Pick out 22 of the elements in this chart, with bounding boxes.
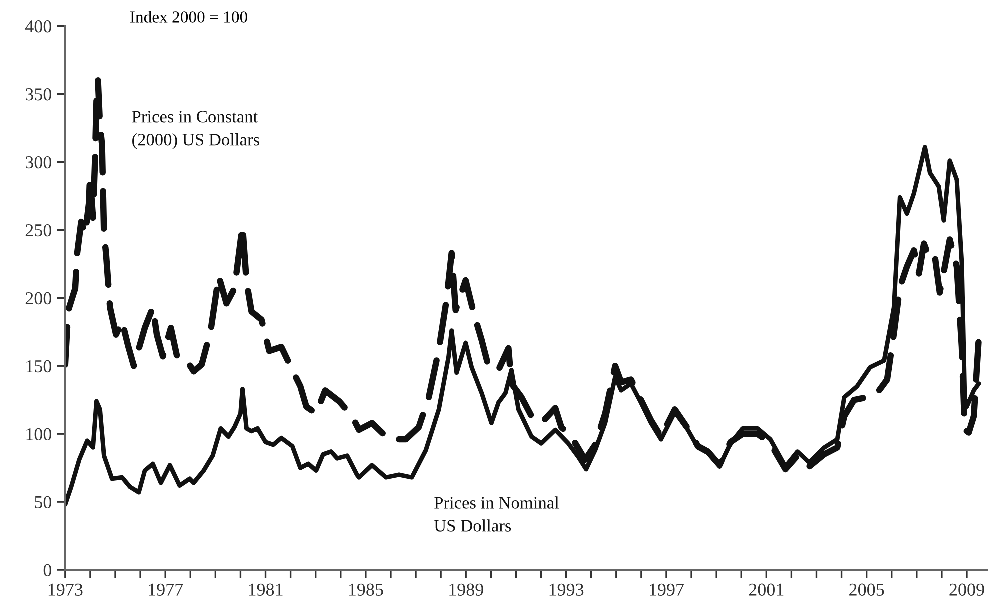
x-tick-label: 1993 <box>550 584 584 596</box>
series-label: Prices in Constant (2000) US Dollars <box>132 111 260 150</box>
y-tick-label: 150 <box>26 360 52 373</box>
y-tick-label: 300 <box>26 156 52 169</box>
y-tick-label: 400 <box>25 20 52 33</box>
y-tick-label: 100 <box>26 428 52 441</box>
y-tick-label: 250 <box>26 224 52 237</box>
x-tick-label: 2009 <box>950 584 984 596</box>
x-tick-label: 1977 <box>149 584 184 596</box>
text: Index 2000 = 100 <box>130 11 248 23</box>
x-tick-label: 2005 <box>850 584 884 596</box>
x-tick-label: 1997 <box>650 584 684 596</box>
y-tick-label: 350 <box>26 88 52 101</box>
y-tick-label: 200 <box>26 292 52 305</box>
y-tick-label: 0 <box>44 564 52 577</box>
x-tick-label: 1989 <box>450 584 484 596</box>
y-tick-label: 50 <box>35 496 52 509</box>
x-tick-label: 1985 <box>349 584 384 596</box>
series-label: Prices in Nominal US Dollars <box>434 496 560 532</box>
x-tick-label: 1981 <box>249 584 283 596</box>
x-tick-label: 1973 <box>48 584 83 596</box>
x-tick-label: 2001 <box>749 584 784 596</box>
